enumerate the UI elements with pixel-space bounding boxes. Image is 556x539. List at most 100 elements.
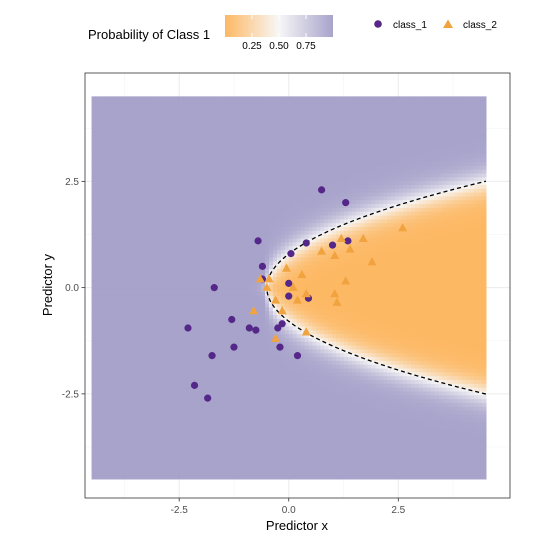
surface-cell — [245, 471, 250, 476]
surface-cell — [186, 119, 191, 124]
surface-cell — [284, 260, 290, 266]
surface-cell — [150, 364, 156, 369]
surface-cell — [123, 356, 128, 361]
surface-cell — [158, 348, 164, 354]
surface-cell — [162, 195, 168, 201]
surface-cell — [182, 119, 187, 124]
surface-cell — [158, 283, 164, 289]
surface-cell — [107, 417, 112, 423]
surface-cell — [205, 291, 211, 296]
surface-cell — [95, 287, 101, 293]
surface-cell — [150, 222, 156, 228]
surface-cell — [99, 444, 105, 449]
surface-cell — [269, 161, 274, 166]
surface-cell — [284, 379, 290, 384]
surface-cell — [91, 257, 97, 262]
surface-cell — [272, 440, 278, 446]
surface-cell — [198, 345, 203, 350]
surface-cell — [142, 257, 148, 262]
surface-cell — [134, 134, 140, 140]
surface-cell — [225, 299, 231, 304]
surface-cell — [201, 107, 207, 113]
surface-cell — [107, 237, 112, 243]
surface-cell — [213, 432, 219, 438]
surface-cell — [95, 111, 101, 117]
surface-cell — [209, 107, 215, 113]
surface-cell — [158, 211, 164, 216]
surface-cell — [99, 417, 105, 423]
surface-cell — [241, 406, 246, 411]
surface-cell — [107, 203, 112, 208]
surface-cell — [154, 467, 160, 472]
surface-cell — [91, 318, 97, 323]
surface-cell — [111, 123, 116, 128]
surface-cell — [245, 153, 250, 159]
surface-cell — [221, 126, 227, 132]
surface-cell — [261, 367, 266, 373]
surface-cell — [213, 302, 219, 308]
surface-cell — [186, 104, 191, 109]
surface-cell — [209, 253, 215, 258]
surface-cell — [225, 371, 231, 377]
surface-cell — [280, 463, 286, 468]
surface-cell — [272, 199, 278, 205]
surface-cell — [142, 314, 148, 319]
surface-cell — [142, 352, 148, 358]
surface-cell — [162, 402, 168, 407]
surface-cell — [269, 264, 274, 270]
surface-cell — [209, 249, 215, 254]
surface-cell — [150, 192, 156, 197]
surface-cell — [225, 455, 231, 461]
surface-cell — [257, 260, 262, 266]
surface-cell — [245, 452, 250, 457]
surface-cell — [225, 325, 231, 331]
surface-cell — [201, 234, 207, 239]
surface-cell — [182, 329, 187, 335]
surface-cell — [237, 211, 243, 216]
surface-cell — [150, 299, 156, 304]
surface-cell — [280, 119, 286, 124]
surface-cell — [280, 387, 286, 392]
surface-cell — [249, 180, 254, 185]
surface-cell — [245, 237, 250, 243]
surface-cell — [127, 348, 132, 354]
surface-cell — [269, 471, 274, 476]
surface-cell — [261, 406, 266, 411]
surface-cell — [127, 337, 132, 342]
surface-cell — [190, 245, 195, 250]
surface-cell — [127, 134, 132, 140]
surface-cell — [253, 295, 258, 300]
surface-cell — [269, 203, 274, 208]
surface-cell — [166, 356, 172, 361]
surface-cell — [280, 452, 286, 457]
surface-cell — [245, 329, 250, 335]
surface-cell — [233, 172, 239, 178]
surface-cell — [194, 107, 199, 113]
surface-cell — [150, 383, 156, 388]
surface-cell — [276, 383, 282, 388]
surface-cell — [253, 176, 258, 182]
surface-cell — [205, 257, 211, 262]
surface-cell — [269, 195, 274, 201]
surface-cell — [229, 119, 235, 124]
surface-cell — [261, 249, 266, 254]
surface-cell — [201, 467, 207, 472]
surface-cell — [150, 390, 156, 396]
surface-cell — [134, 356, 140, 361]
surface-cell — [166, 165, 172, 170]
surface-cell — [190, 138, 195, 143]
surface-cell — [233, 387, 239, 392]
surface-cell — [123, 471, 128, 476]
surface-cell — [127, 149, 132, 155]
surface-cell — [272, 176, 278, 182]
surface-cell — [186, 417, 191, 423]
surface-cell — [241, 360, 246, 365]
surface-cell — [241, 115, 246, 120]
surface-cell — [186, 283, 191, 289]
surface-cell — [166, 406, 172, 411]
surface-cell — [276, 390, 282, 396]
surface-cell — [229, 360, 235, 365]
surface-cell — [138, 302, 144, 308]
surface-cell — [272, 226, 278, 231]
surface-cell — [198, 467, 203, 472]
